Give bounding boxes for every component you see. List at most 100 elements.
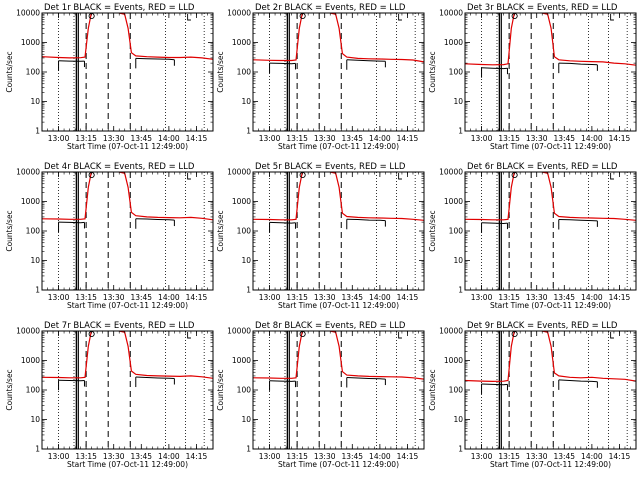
x-tick-label: 14:15 bbox=[609, 293, 631, 302]
detector-panel-9: 1 10 100 1000 10000 13:00 13:15 13:30 13:45 14:00… bbox=[428, 321, 637, 469]
x-tick-label: 14:15 bbox=[186, 293, 208, 302]
x-tick-label: 13:30 bbox=[314, 134, 336, 143]
y-tick-label: 10 bbox=[453, 97, 463, 106]
x-tick-label: 14:00 bbox=[581, 452, 603, 461]
x-axis-label: Start Time (07-Oct-11 12:49:00) bbox=[278, 460, 399, 469]
x-tick-label: 13:30 bbox=[526, 452, 548, 461]
detector-panel-8: 1 10 100 1000 10000 13:00 13:15 13:30 13:45 14:00… bbox=[216, 321, 425, 469]
x-tick-label: 13:30 bbox=[526, 134, 548, 143]
x-tick-label: 13:30 bbox=[314, 452, 336, 461]
y-tick-label: 1 bbox=[458, 445, 463, 454]
x-tick-label: 13:15 bbox=[286, 452, 308, 461]
x-tick-label: 13:15 bbox=[75, 293, 97, 302]
events-series-line bbox=[481, 383, 508, 386]
x-tick-label: 13:00 bbox=[48, 293, 70, 302]
plot-area bbox=[42, 331, 213, 449]
y-tick-label: 100 bbox=[237, 68, 252, 77]
lld-series-line bbox=[465, 331, 636, 383]
x-tick-label: 13:00 bbox=[259, 293, 281, 302]
y-tick-label: 10000 bbox=[227, 9, 251, 18]
y-axis-label: Counts/sec bbox=[5, 51, 14, 92]
detector-panel-6: 1 10 100 1000 10000 13:00 13:15 13:30 13:45 14:00… bbox=[428, 162, 637, 310]
x-tick-label: 13:00 bbox=[48, 134, 70, 143]
events-series-line bbox=[346, 59, 386, 62]
y-tick-label: 10000 bbox=[16, 168, 40, 177]
events-series-line bbox=[269, 221, 296, 224]
y-tick-label: 1000 bbox=[232, 356, 251, 365]
events-series-line bbox=[58, 379, 85, 382]
y-tick-label: 10 bbox=[30, 256, 40, 265]
y-tick-label: 10000 bbox=[227, 327, 251, 336]
y-axis-label: Counts/sec bbox=[5, 210, 14, 251]
y-tick-label: 1 bbox=[458, 286, 463, 295]
y-tick-label: 100 bbox=[26, 68, 41, 77]
x-axis-label: Start Time (07-Oct-11 12:49:00) bbox=[67, 142, 188, 151]
lld-series-line bbox=[253, 172, 424, 221]
x-tick-label: 14:00 bbox=[581, 293, 603, 302]
x-tick-label: 13:30 bbox=[103, 293, 125, 302]
y-axis-label: Counts/sec bbox=[216, 369, 225, 410]
y-tick-label: 10 bbox=[241, 415, 251, 424]
plot-area bbox=[253, 331, 424, 449]
x-tick-label: 14:00 bbox=[158, 452, 180, 461]
x-tick-label: 13:15 bbox=[75, 452, 97, 461]
y-tick-label: 1 bbox=[246, 445, 251, 454]
x-axis-label: Start Time (07-Oct-11 12:49:00) bbox=[67, 460, 188, 469]
x-tick-label: 14:15 bbox=[186, 134, 208, 143]
plot-area bbox=[42, 172, 213, 290]
events-series-line bbox=[481, 222, 508, 225]
x-tick-label: 13:45 bbox=[130, 293, 152, 302]
x-tick-label: 13:30 bbox=[103, 134, 125, 143]
x-tick-label: 14:00 bbox=[158, 293, 180, 302]
bracket-marker bbox=[610, 332, 614, 339]
plot-area bbox=[42, 13, 213, 131]
y-tick-label: 100 bbox=[449, 227, 464, 236]
y-tick-label: 1 bbox=[246, 286, 251, 295]
bracket-marker bbox=[610, 173, 614, 180]
x-tick-label: 14:15 bbox=[609, 134, 631, 143]
lld-series-line bbox=[42, 331, 213, 379]
y-tick-label: 1000 bbox=[21, 38, 40, 47]
x-tick-label: 13:00 bbox=[471, 293, 493, 302]
y-axis-label: Counts/sec bbox=[5, 369, 14, 410]
x-tick-label: 13:15 bbox=[498, 293, 520, 302]
y-tick-label: 1 bbox=[35, 127, 40, 136]
events-series-line bbox=[346, 218, 386, 222]
y-tick-label: 10000 bbox=[227, 168, 251, 177]
y-tick-label: 1 bbox=[458, 127, 463, 136]
panel-title: Det 8r BLACK = Events, RED = LLD bbox=[255, 321, 406, 331]
x-tick-label: 13:15 bbox=[498, 134, 520, 143]
y-tick-label: 100 bbox=[26, 386, 41, 395]
plot-area bbox=[465, 13, 636, 131]
lld-series-line bbox=[465, 172, 636, 221]
panel-title: Det 2r BLACK = Events, RED = LLD bbox=[255, 3, 406, 13]
x-tick-label: 13:45 bbox=[341, 134, 363, 143]
x-tick-label: 14:15 bbox=[397, 452, 419, 461]
panel-title: Det 3r BLACK = Events, RED = LLD bbox=[467, 3, 618, 13]
events-series-line bbox=[269, 380, 296, 382]
bracket-marker bbox=[187, 14, 191, 21]
x-tick-label: 13:45 bbox=[341, 452, 363, 461]
y-axis-label: Counts/sec bbox=[428, 51, 437, 92]
plot-area bbox=[465, 172, 636, 290]
events-series-line bbox=[558, 219, 598, 222]
x-tick-label: 13:00 bbox=[259, 134, 281, 143]
panel-title: Det 6r BLACK = Events, RED = LLD bbox=[467, 162, 618, 172]
axes-frame bbox=[41, 12, 214, 132]
y-tick-label: 10 bbox=[30, 97, 40, 106]
y-tick-label: 100 bbox=[26, 227, 41, 236]
events-series-line bbox=[558, 62, 598, 66]
events-series-line bbox=[346, 377, 386, 380]
detector-panel-1: 1 10 100 1000 10000 13:00 13:15 13:30 13:45 14:00… bbox=[5, 3, 214, 151]
y-tick-label: 1000 bbox=[444, 38, 463, 47]
x-tick-label: 14:00 bbox=[158, 134, 180, 143]
events-series-line bbox=[269, 62, 296, 65]
y-axis-label: Counts/sec bbox=[216, 51, 225, 92]
y-tick-label: 10000 bbox=[439, 168, 463, 177]
y-tick-label: 1000 bbox=[444, 197, 463, 206]
x-tick-label: 13:00 bbox=[471, 452, 493, 461]
y-tick-label: 10000 bbox=[16, 9, 40, 18]
axes-frame bbox=[41, 330, 214, 450]
x-tick-label: 14:00 bbox=[369, 293, 391, 302]
y-tick-label: 1 bbox=[35, 445, 40, 454]
